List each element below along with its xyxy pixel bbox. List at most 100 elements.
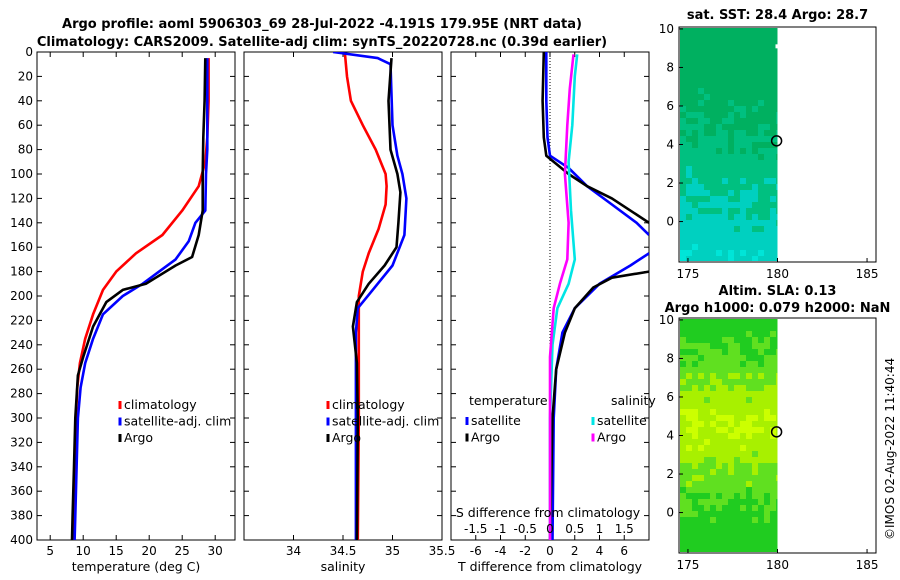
series-line-S-satellite xyxy=(548,54,579,540)
map-cell xyxy=(686,529,692,535)
y-tick-label: 200 xyxy=(10,289,33,303)
map-cell xyxy=(680,337,686,343)
map-cell xyxy=(710,184,716,190)
map-cell xyxy=(692,52,698,58)
map-cell xyxy=(716,379,722,385)
map-cell xyxy=(692,469,698,475)
map-cell xyxy=(758,202,764,208)
map-cell xyxy=(692,64,698,70)
map-cell xyxy=(722,325,728,331)
map-cell xyxy=(734,319,740,325)
map-cell xyxy=(758,76,764,82)
map-cell xyxy=(740,541,746,547)
map-cell xyxy=(704,367,710,373)
map-cell xyxy=(776,511,778,517)
map-cell xyxy=(746,232,752,238)
y-tick-label: 0 xyxy=(25,45,33,59)
map-cell xyxy=(764,82,770,88)
argo-position-marker xyxy=(770,135,783,147)
map-cell xyxy=(686,445,692,451)
map-cell xyxy=(722,343,728,349)
legend-label: satellite xyxy=(597,413,647,428)
series-line-Argo xyxy=(70,58,207,540)
map-cell xyxy=(722,202,728,208)
map-cell xyxy=(764,88,770,94)
map-cell xyxy=(776,487,778,493)
map-cell xyxy=(746,355,752,361)
map-cell xyxy=(686,541,692,547)
map-cell xyxy=(734,337,740,343)
map-cell xyxy=(680,220,686,226)
map-cell xyxy=(716,325,722,331)
map-cell xyxy=(758,355,764,361)
map-cell xyxy=(752,379,758,385)
map-cell xyxy=(710,463,716,469)
map-cell xyxy=(704,118,710,124)
map-cell xyxy=(704,529,710,535)
map-cell xyxy=(686,94,692,100)
map-cell xyxy=(734,226,740,232)
map-cell xyxy=(764,166,770,172)
map-cell xyxy=(728,130,734,136)
map-cell xyxy=(716,445,722,451)
map-cell xyxy=(698,100,704,106)
map-cell xyxy=(722,190,728,196)
map-cell xyxy=(734,250,740,256)
map-cell xyxy=(728,337,734,343)
map-cell xyxy=(776,379,778,385)
map-cell xyxy=(734,46,740,52)
map-cell xyxy=(734,76,740,82)
map-cell xyxy=(716,244,722,250)
map-cell xyxy=(716,148,722,154)
map-cell xyxy=(764,142,770,148)
map-cell xyxy=(734,463,740,469)
map-cell xyxy=(728,541,734,547)
map-cell xyxy=(758,529,764,535)
map-cell xyxy=(752,433,758,439)
map-cell xyxy=(752,130,758,136)
map-cell xyxy=(770,250,776,256)
map-cell xyxy=(740,40,746,46)
map-cell xyxy=(698,208,704,214)
map-cell xyxy=(722,397,728,403)
map-cell xyxy=(698,403,704,409)
map-cell xyxy=(686,58,692,64)
map-cell xyxy=(728,349,734,355)
x-tick-label: 25 xyxy=(175,544,190,558)
map-cell xyxy=(716,397,722,403)
map-cell xyxy=(776,52,778,58)
x-tick-label: 180 xyxy=(766,558,789,572)
map-cell xyxy=(704,385,710,391)
panel-difference: -6 -4 -2 0 2 4 6T difference from climatology t… xyxy=(450,51,656,574)
map-cell xyxy=(740,100,746,106)
map-cell xyxy=(740,325,746,331)
figure-title-line1: Argo profile: aoml 5906303_69 28-Jul-202… xyxy=(62,17,582,32)
map-cell xyxy=(722,220,728,226)
map-cell xyxy=(758,415,764,421)
map-cell xyxy=(758,343,764,349)
map-cell xyxy=(722,124,728,130)
map-cell xyxy=(746,331,752,337)
map-cell xyxy=(776,196,778,202)
map-cell xyxy=(692,220,698,226)
map-cell xyxy=(734,487,740,493)
map-cell xyxy=(686,244,692,250)
map-cell xyxy=(698,58,704,64)
map-cell xyxy=(770,208,776,214)
map-cell xyxy=(686,34,692,40)
map-cell xyxy=(758,391,764,397)
map-cell xyxy=(758,64,764,70)
map-cell xyxy=(740,70,746,76)
map-cell xyxy=(752,34,758,40)
x-tick-label: -2 xyxy=(519,544,531,558)
map-cell xyxy=(770,523,776,529)
map-cell xyxy=(746,391,752,397)
panel-salinity: 34 34.5 35 35.5 salinity climatology satellite… xyxy=(243,51,455,574)
map-cell xyxy=(752,118,758,124)
map-cell xyxy=(692,94,698,100)
map-cell xyxy=(698,232,704,238)
map-cell xyxy=(722,100,728,106)
map-cell xyxy=(710,64,716,70)
map-cell xyxy=(752,361,758,367)
